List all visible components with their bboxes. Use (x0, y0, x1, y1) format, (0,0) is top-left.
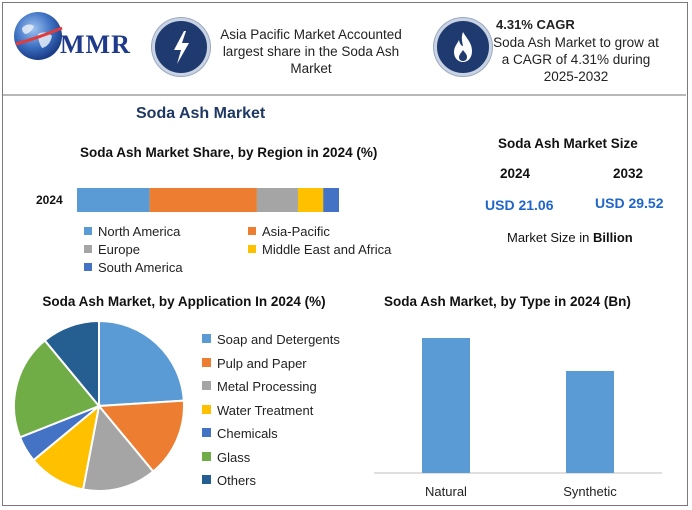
legend-swatch (248, 227, 256, 235)
type-bar-chart: Natural Synthetic (374, 338, 662, 499)
legend-label: Glass (217, 449, 251, 465)
market-size-note-prefix: Market Size in (507, 230, 593, 245)
type-bar-synthetic (566, 371, 614, 473)
lightning-bolt-icon (174, 31, 189, 64)
legend-label: Europe (98, 242, 140, 257)
region-segment-asia-pacific (149, 188, 257, 212)
region-legend-item-asia-pacific: Asia-Pacific (248, 224, 330, 239)
application-legend-item-pulp-and-paper: Pulp and Paper (202, 356, 307, 371)
region-legend-item-europe: Europe (84, 242, 140, 257)
region-legend-item-south-america: South America (84, 260, 183, 275)
market-size-title: Soda Ash Market Size (498, 136, 638, 151)
highlight-text-2: Soda Ash Market to grow at a CAGR of 4.3… (493, 35, 659, 84)
legend-label: Chemicals (217, 426, 278, 441)
legend-swatch (202, 428, 211, 437)
legend-swatch (202, 334, 211, 343)
legend-label: Metal Processing (217, 379, 317, 394)
main-title: Soda Ash Market (136, 105, 266, 122)
market-size-year-2032: 2032 (613, 166, 644, 181)
legend-swatch (248, 245, 256, 253)
pie-slice-glass (13, 339, 101, 439)
pie-slice-soap-and-detergents (98, 319, 185, 408)
type-chart-title: Soda Ash Market, by Type in 2024 (Bn) (384, 294, 631, 309)
application-pie-chart (13, 319, 185, 492)
market-size-note-unit: Billion (592, 230, 633, 245)
region-segment-europe (256, 188, 298, 212)
legend-swatch (202, 357, 211, 367)
market-size-year-2024: 2024 (500, 166, 531, 181)
legend-swatch (84, 227, 92, 235)
region-segment-south-america (323, 188, 339, 212)
application-legend-item-chemicals: Chemicals (202, 426, 278, 441)
flame-icon (454, 32, 472, 62)
legend-label: Soap and Detergents (217, 332, 340, 347)
legend-swatch (202, 451, 211, 461)
type-tick-label-synthetic: Synthetic (563, 484, 617, 499)
cagr-title: 4.31% CAGR (496, 17, 575, 32)
legend-swatch (202, 404, 211, 414)
market-size-value-2032: USD 29.52 (595, 195, 664, 211)
region-category-label: 2024 (36, 193, 63, 207)
application-legend-item-metal-processing: Metal Processing (202, 379, 317, 394)
market-size-value-2024: USD 21.06 (485, 197, 554, 213)
legend-swatch (202, 381, 211, 390)
application-legend-item-others: Others (202, 473, 256, 488)
pie-slice-others (43, 319, 100, 409)
legend-swatch (84, 263, 92, 271)
highlight-text-1: Asia Pacific Market Accounted largest sh… (220, 27, 402, 76)
legend-label: North America (98, 224, 181, 239)
highlight-badge-1 (152, 18, 210, 76)
pie-slice-pulp-and-paper (96, 399, 185, 473)
legend-label: Others (217, 473, 257, 488)
legend-label: Asia-Pacific (262, 224, 330, 239)
application-legend-item-glass: Glass (202, 450, 250, 465)
region-stacked-bar-chart: 2024 (36, 188, 339, 212)
region-segment-middle-east-and-africa (297, 188, 324, 212)
region-legend-item-middle-east-and-africa: Middle East and Africa (248, 242, 391, 257)
application-chart-title: Soda Ash Market, by Application In 2024 … (42, 294, 326, 309)
pie-slice-metal-processing (81, 403, 155, 492)
header-divider (3, 94, 686, 96)
globe-logo-icon (14, 12, 63, 60)
type-bar-natural (422, 338, 470, 473)
legend-swatch (202, 475, 211, 484)
highlight-badge-2 (434, 18, 492, 76)
region-segment-north-america (77, 188, 150, 212)
legend-label: Middle East and Africa (262, 242, 392, 257)
region-chart-title: Soda Ash Market Share, by Region in 2024… (80, 145, 378, 160)
legend-label: Pulp and Paper (217, 355, 307, 371)
type-tick-label-natural: Natural (425, 484, 467, 499)
application-legend-item-soap-and-detergents: Soap and Detergents (202, 332, 340, 347)
region-legend-item-north-america: North America (84, 224, 180, 239)
legend-label: South America (98, 260, 183, 275)
legend-label: Water Treatment (217, 402, 314, 418)
legend-swatch (84, 245, 92, 253)
application-legend-item-water-treatment: Water Treatment (202, 403, 313, 418)
brand-logo-text: MMR (60, 30, 131, 59)
market-size-note: Market Size in Billion (507, 230, 633, 245)
